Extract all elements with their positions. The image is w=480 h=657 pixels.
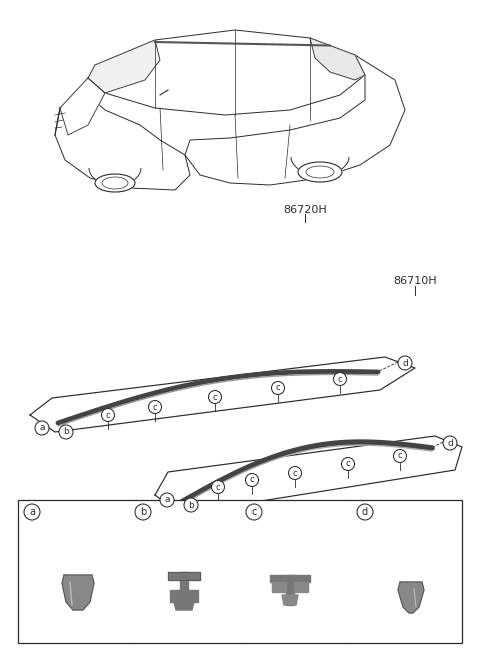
Text: 87218R: 87218R	[32, 538, 70, 548]
Polygon shape	[168, 572, 200, 580]
Circle shape	[160, 493, 174, 507]
Text: 87256: 87256	[143, 538, 174, 548]
Circle shape	[288, 466, 301, 480]
Ellipse shape	[298, 162, 342, 182]
Circle shape	[398, 356, 412, 370]
Text: c: c	[106, 411, 110, 420]
Text: c: c	[276, 384, 280, 392]
Polygon shape	[88, 40, 160, 93]
Text: d: d	[447, 438, 453, 447]
Text: a: a	[29, 507, 35, 517]
Circle shape	[24, 504, 40, 520]
Circle shape	[272, 382, 285, 394]
Polygon shape	[282, 595, 298, 605]
Polygon shape	[270, 575, 310, 582]
Circle shape	[101, 409, 115, 422]
Text: 87218H: 87218H	[32, 550, 70, 560]
Circle shape	[208, 390, 221, 403]
Polygon shape	[62, 575, 94, 610]
Text: d: d	[402, 359, 408, 367]
Text: 86720H: 86720H	[283, 205, 327, 215]
Polygon shape	[55, 78, 190, 190]
Text: 87255: 87255	[143, 550, 174, 560]
Text: c: c	[338, 374, 342, 384]
Circle shape	[246, 504, 262, 520]
Circle shape	[148, 401, 161, 413]
Circle shape	[135, 504, 151, 520]
Text: b: b	[140, 507, 146, 517]
Polygon shape	[30, 357, 415, 432]
Circle shape	[443, 436, 457, 450]
Text: 87229A: 87229A	[365, 550, 403, 560]
Polygon shape	[286, 575, 294, 605]
Circle shape	[212, 480, 225, 493]
Polygon shape	[155, 436, 462, 514]
Ellipse shape	[95, 174, 135, 192]
Circle shape	[184, 498, 198, 512]
Text: c: c	[216, 482, 220, 491]
Text: c: c	[252, 507, 257, 517]
Circle shape	[59, 425, 73, 439]
Text: a: a	[39, 424, 45, 432]
Bar	[18, 500, 462, 643]
Text: 86710H: 86710H	[393, 276, 437, 286]
Text: b: b	[63, 428, 69, 436]
Text: 87229B: 87229B	[365, 538, 403, 548]
Polygon shape	[294, 582, 308, 592]
Text: c: c	[153, 403, 157, 411]
Polygon shape	[310, 38, 365, 80]
Text: c: c	[346, 459, 350, 468]
Polygon shape	[174, 602, 194, 610]
Circle shape	[35, 421, 49, 435]
Polygon shape	[272, 582, 286, 592]
Text: 87215G: 87215G	[284, 507, 325, 517]
Polygon shape	[398, 582, 424, 613]
Circle shape	[394, 449, 407, 463]
Polygon shape	[88, 30, 365, 115]
Text: c: c	[213, 392, 217, 401]
Polygon shape	[60, 78, 105, 135]
Polygon shape	[170, 590, 180, 602]
Circle shape	[334, 373, 347, 386]
Circle shape	[245, 474, 259, 486]
Text: b: b	[188, 501, 194, 509]
Text: c: c	[293, 468, 297, 478]
Text: c: c	[398, 451, 402, 461]
Circle shape	[341, 457, 355, 470]
Polygon shape	[188, 590, 198, 602]
Text: a: a	[164, 495, 170, 505]
Text: d: d	[362, 507, 368, 517]
Circle shape	[357, 504, 373, 520]
Polygon shape	[185, 55, 405, 185]
Text: c: c	[250, 476, 254, 484]
Polygon shape	[180, 572, 188, 602]
